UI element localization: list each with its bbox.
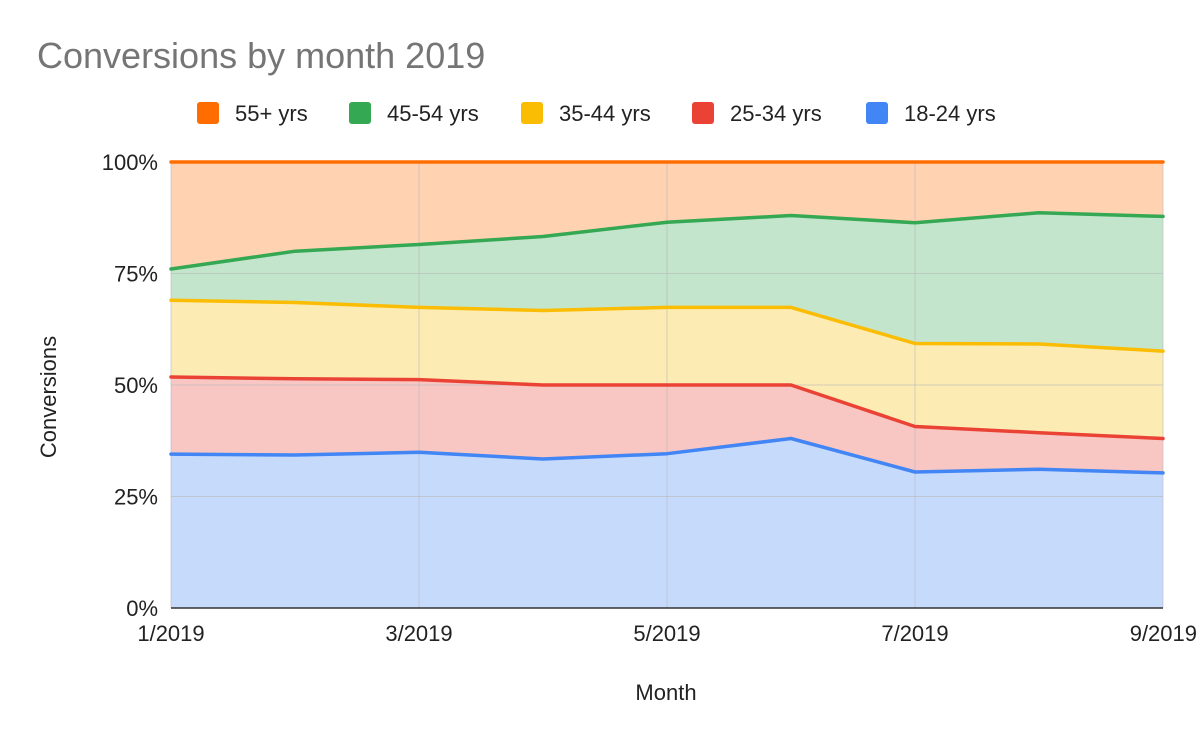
y-tick-label: 75%	[114, 262, 158, 287]
legend-label: 55+ yrs	[235, 101, 308, 126]
x-axis-ticks: 1/2019 3/2019 5/2019 7/2019 9/2019	[137, 621, 1197, 646]
x-tick-label: 9/2019	[1130, 621, 1197, 646]
legend-item[interactable]: 25-34 yrs	[692, 101, 822, 126]
legend-swatch	[521, 102, 543, 124]
legend-label: 25-34 yrs	[730, 101, 822, 126]
chart-title: Conversions by month 2019	[37, 35, 485, 76]
legend-swatch	[692, 102, 714, 124]
y-axis-title: Conversions	[36, 336, 61, 458]
y-tick-label: 0%	[126, 596, 158, 621]
line-25-34-yrs	[169, 375, 1165, 441]
legend-item[interactable]: 45-54 yrs	[349, 101, 479, 126]
legend-label: 35-44 yrs	[559, 101, 651, 126]
series-lines	[169, 160, 1165, 475]
x-axis-title: Month	[635, 680, 696, 705]
legend-label: 45-54 yrs	[387, 101, 479, 126]
x-tick-label: 1/2019	[137, 621, 204, 646]
legend-swatch	[866, 102, 888, 124]
legend-swatch	[197, 102, 219, 124]
legend-item[interactable]: 35-44 yrs	[521, 101, 651, 126]
line-35-44-yrs	[169, 298, 1165, 353]
legend: 55+ yrs 45-54 yrs 35-44 yrs 25-34 yrs 18-24 …	[197, 101, 996, 126]
legend-swatch	[349, 102, 371, 124]
y-tick-label: 25%	[114, 485, 158, 510]
legend-label: 18-24 yrs	[904, 101, 996, 126]
y-tick-label: 50%	[114, 373, 158, 398]
x-tick-label: 3/2019	[385, 621, 452, 646]
legend-item[interactable]: 55+ yrs	[197, 101, 308, 126]
y-tick-label: 100%	[102, 150, 158, 175]
line-45-54-yrs	[169, 211, 1165, 271]
line-18-24-yrs	[169, 436, 1165, 475]
x-tick-label: 5/2019	[633, 621, 700, 646]
x-tick-label: 7/2019	[881, 621, 948, 646]
legend-item[interactable]: 18-24 yrs	[866, 101, 996, 126]
plot-area	[169, 160, 1165, 609]
y-axis-ticks: 0% 25% 50% 75% 100%	[102, 150, 158, 621]
